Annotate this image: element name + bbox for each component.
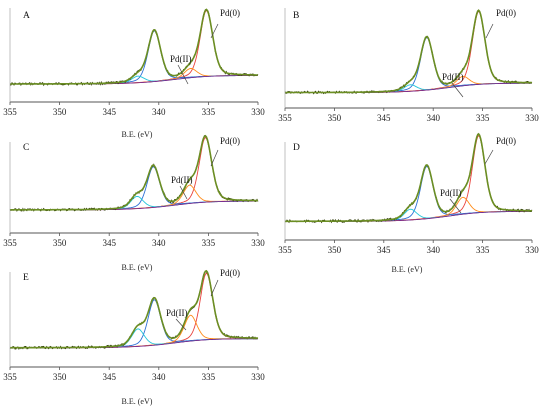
- spectrum-curves: [9, 269, 259, 350]
- pd0-label: Pd(0): [220, 8, 240, 18]
- x-tick-label: 340: [152, 107, 166, 117]
- pd0-3d52-curve: [10, 9, 258, 85]
- x-tick-label: 355: [3, 238, 17, 248]
- x-tick-label: 350: [53, 372, 67, 382]
- x-tick-label: 345: [102, 372, 116, 382]
- panel-c: C 355 350 345 340 335 330 B.E. (eV) Pd(0) Pd(…: [3, 134, 265, 272]
- pd2-label: Pd(II): [166, 308, 188, 318]
- x-tick-label: 345: [102, 238, 116, 248]
- pd2-label: Pd(II): [171, 175, 193, 185]
- x-tick-label: 335: [202, 238, 216, 248]
- raw-data-curve: [284, 133, 533, 224]
- panel-letter: C: [23, 143, 29, 153]
- x-ticks: 355 350 345 340 335 330: [3, 102, 265, 117]
- panel-d: D 355 350 345 340 335 330 B.E. (eV) Pd(0) Pd(…: [278, 132, 539, 274]
- x-tick-label: 355: [3, 107, 17, 117]
- panel-letter: E: [23, 273, 29, 283]
- panel-a: A 355 350 345 340 335 330 B.E. (eV) Pd(0) Pd(…: [3, 8, 265, 139]
- panel-letter: A: [23, 11, 30, 21]
- pd0-3d52-curve: [10, 136, 258, 211]
- x-tick-label: 335: [476, 113, 490, 123]
- x-tick-label: 340: [426, 113, 440, 123]
- envelope-curve: [10, 134, 258, 211]
- x-tick-label: 335: [476, 245, 490, 255]
- pd0-pointer: [210, 279, 219, 297]
- x-axis-title: B.E. (eV): [122, 263, 153, 272]
- background-curve: [10, 75, 258, 85]
- x-tick-label: 330: [251, 372, 265, 382]
- raw-data-curve: [10, 9, 259, 87]
- spectrum-curves: [284, 9, 533, 95]
- x-tick-label: 345: [377, 245, 391, 255]
- panel-b: B 355 350 345 340 335 330 Pd(0) Pd(II): [278, 8, 539, 123]
- x-tick-label: 350: [328, 245, 342, 255]
- x-tick-label: 355: [278, 113, 292, 123]
- pd0-label: Pd(0): [220, 136, 240, 146]
- x-tick-label: 330: [251, 107, 265, 117]
- x-ticks: 355 350 345 340 335 330: [3, 367, 265, 382]
- pd2-pointer: [179, 185, 188, 200]
- x-ticks: 355 350 345 340 335 330: [3, 233, 265, 248]
- pd2-pointer: [177, 64, 189, 85]
- background-curve: [10, 338, 258, 349]
- x-tick-label: 355: [278, 245, 292, 255]
- x-tick-label: 355: [3, 372, 17, 382]
- pd0-3d32-curve: [10, 166, 258, 211]
- x-tick-label: 340: [152, 372, 166, 382]
- spectrum-curves: [10, 8, 259, 87]
- background-curve: [285, 210, 532, 222]
- pd0-3d32-curve: [285, 166, 532, 222]
- x-tick-label: 340: [426, 245, 440, 255]
- x-axis-title: B.E. (eV): [392, 265, 423, 274]
- pd0-3d32-curve: [10, 299, 258, 349]
- pd0-pointer: [485, 23, 494, 39]
- x-tick-label: 330: [525, 245, 539, 255]
- envelope-curve: [285, 132, 532, 223]
- x-axis-title: B.E. (eV): [122, 397, 153, 406]
- pd0-pointer: [210, 23, 219, 39]
- x-tick-label: 345: [377, 113, 391, 123]
- background-curve: [285, 82, 532, 94]
- pd0-label: Pd(0): [220, 268, 240, 278]
- spectrum-curves: [9, 134, 259, 212]
- panel-letter: D: [293, 143, 300, 153]
- envelope-curve: [285, 9, 533, 94]
- spectrum-curves: [284, 132, 533, 224]
- raw-data-curve: [9, 270, 259, 350]
- pd0-3d52-curve: [10, 272, 258, 349]
- x-tick-label: 330: [525, 113, 539, 123]
- x-tick-label: 350: [328, 113, 342, 123]
- raw-data-curve: [9, 135, 259, 212]
- pd2-3d32-curve: [10, 195, 258, 211]
- x-tick-label: 330: [251, 238, 265, 248]
- x-ticks: 355 350 345 340 335 330: [278, 240, 539, 255]
- pd0-3d52-curve: [285, 135, 532, 222]
- background-curve: [10, 200, 258, 211]
- pd0-label: Pd(0): [496, 8, 516, 18]
- x-tick-label: 335: [202, 372, 216, 382]
- pd2-pointer: [451, 82, 464, 98]
- x-tick-label: 350: [53, 107, 67, 117]
- panel-e: E 355 350 345 340 335 330 B.E. (eV) Pd(0) Pd(…: [3, 268, 265, 406]
- x-tick-label: 335: [202, 107, 216, 117]
- envelope-curve: [10, 8, 258, 85]
- panel-letter: B: [293, 11, 299, 21]
- pd2-label: Pd(II): [442, 72, 464, 82]
- pd2-label: Pd(II): [440, 188, 462, 198]
- pd0-3d32-curve: [285, 37, 532, 94]
- pd0-label: Pd(0): [496, 136, 516, 146]
- envelope-curve: [10, 269, 259, 349]
- pd0-pointer: [210, 149, 219, 167]
- x-tick-label: 350: [53, 238, 67, 248]
- x-tick-label: 340: [152, 238, 166, 248]
- x-axis-title: B.E. (eV): [122, 130, 153, 139]
- x-tick-label: 345: [102, 107, 116, 117]
- pd2-pointer: [449, 198, 462, 214]
- x-ticks: 355 350 345 340 335 330: [278, 108, 539, 123]
- pd0-pointer: [484, 149, 494, 165]
- pd2-label: Pd(II): [170, 54, 192, 64]
- pd2-pointer: [175, 318, 187, 331]
- pd0-3d52-curve: [285, 10, 532, 94]
